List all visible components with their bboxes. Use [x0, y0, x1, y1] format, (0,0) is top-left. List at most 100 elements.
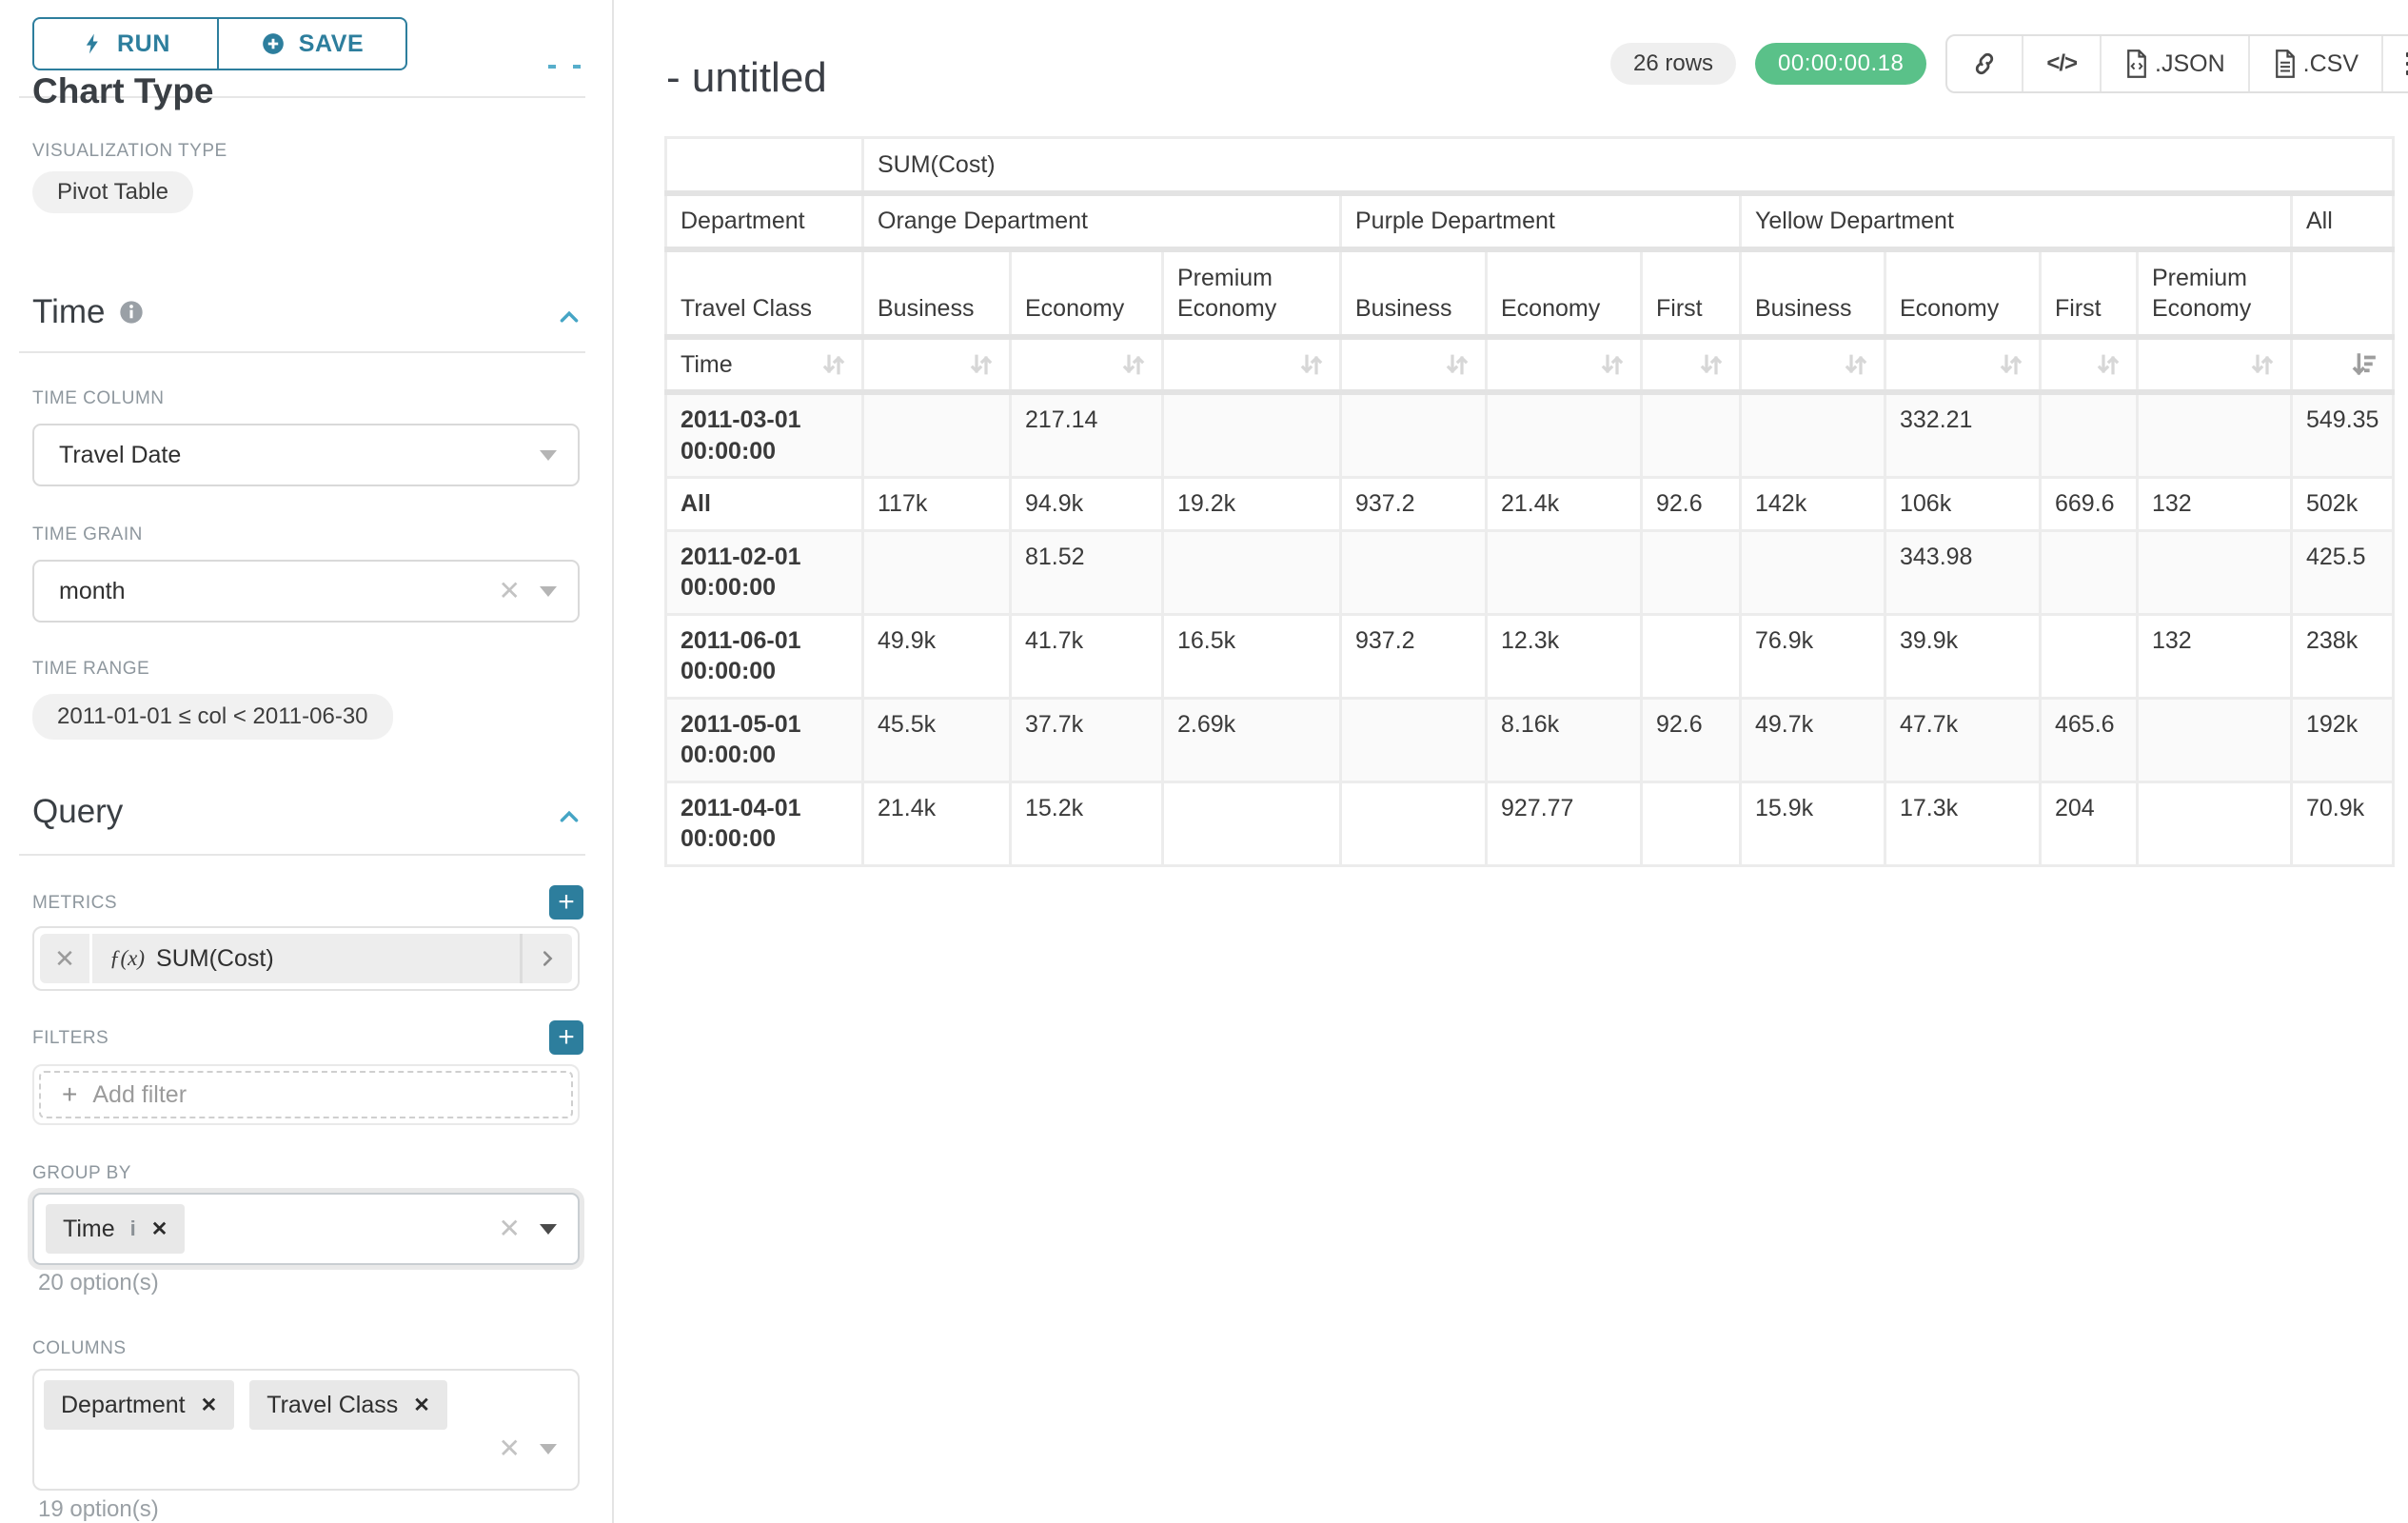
clear-icon[interactable]: ✕ [499, 1216, 521, 1242]
collapse-section-icon[interactable] [557, 804, 582, 829]
value-cell: 8.16k [1487, 698, 1642, 781]
value-cell [2138, 698, 2292, 781]
metric-pill[interactable]: ✕ ƒ(x) SUM(Cost) [40, 934, 572, 983]
sort-icon [2094, 350, 2122, 379]
clear-icon[interactable]: ✕ [499, 578, 521, 604]
expand-metric-icon[interactable] [520, 934, 572, 983]
value-cell: 132 [2138, 478, 2292, 531]
value-cell: 21.4k [863, 781, 1011, 865]
sort-header[interactable] [1341, 337, 1487, 393]
time-column-select[interactable]: Travel Date [32, 424, 580, 486]
clear-icon[interactable]: ✕ [499, 1435, 521, 1462]
value-cell [1163, 530, 1341, 614]
plus-icon: + [62, 1081, 77, 1108]
value-cell: 16.5k [1163, 614, 1341, 698]
group-by-label: GROUP BY [32, 1163, 131, 1184]
column-group-header: Purple Department [1341, 193, 1741, 249]
export-json-button[interactable]: .JSON [2100, 36, 2248, 91]
sort-header-time[interactable]: Time [666, 337, 863, 393]
sort-header[interactable] [1487, 337, 1642, 393]
dimension-tag[interactable]: Timei✕ [46, 1204, 185, 1254]
time-grain-label: TIME GRAIN [32, 524, 143, 545]
row-label: 2011-05-01 00:00:00 [666, 698, 863, 781]
metric-name: SUM(Cost) [156, 945, 274, 973]
chart-title[interactable]: - untitled [666, 54, 827, 102]
dimension-tag[interactable]: Department✕ [44, 1380, 234, 1430]
run-button-label: RUN [117, 30, 170, 58]
corner-cell [666, 138, 863, 193]
remove-tag-icon[interactable]: ✕ [151, 1217, 168, 1241]
remove-tag-icon[interactable]: ✕ [201, 1394, 218, 1417]
add-filter-plus-button[interactable]: + [549, 1020, 583, 1055]
value-cell [2041, 392, 2138, 478]
sort-desc-icon [2350, 350, 2378, 379]
value-cell: 937.2 [1341, 478, 1487, 531]
column-header: Premium Economy [1163, 249, 1341, 337]
column-group-header: Orange Department [863, 193, 1341, 249]
code-icon: </> [2046, 50, 2077, 77]
value-cell: 117k [863, 478, 1011, 531]
visualization-type-value[interactable]: Pivot Table [32, 171, 193, 213]
row-label: 2011-04-01 00:00:00 [666, 781, 863, 865]
time-grain-select[interactable]: month ✕ [32, 560, 580, 623]
time-range-value[interactable]: 2011-01-01 ≤ col < 2011-06-30 [32, 694, 393, 740]
columns-select[interactable]: Department✕ Travel Class✕ ✕ [32, 1369, 580, 1491]
collapse-section-icon[interactable] [557, 305, 582, 329]
value-cell: 17.3k [1885, 781, 2041, 865]
value-cell: 45.5k [863, 698, 1011, 781]
column-group-header: All [2292, 193, 2394, 249]
info-icon[interactable] [118, 299, 145, 326]
sort-header[interactable] [1163, 337, 1341, 393]
remove-tag-icon[interactable]: ✕ [413, 1394, 430, 1417]
sort-header[interactable] [1011, 337, 1163, 393]
sort-header[interactable] [2292, 337, 2394, 393]
value-cell [1487, 530, 1642, 614]
sort-header[interactable] [1642, 337, 1741, 393]
control-panel: Chart Type RUN SAVE VISUALIZATION TYPE P… [0, 0, 614, 1523]
header-actions: 26 rows 00:00:00.18 </> .JSON .CSV [1610, 34, 2408, 93]
sort-icon [1443, 350, 1471, 379]
value-cell: 927.77 [1487, 781, 1642, 865]
info-icon[interactable]: i [130, 1216, 136, 1241]
export-csv-button[interactable]: .CSV [2248, 36, 2381, 91]
value-cell [2138, 781, 2292, 865]
value-cell: 669.6 [2041, 478, 2138, 531]
value-cell [1341, 530, 1487, 614]
metrics-control: ✕ ƒ(x) SUM(Cost) [32, 926, 580, 991]
sort-icon [819, 350, 848, 379]
dimension-tag[interactable]: Travel Class✕ [249, 1380, 447, 1430]
run-button[interactable]: RUN [32, 17, 219, 70]
chevron-down-icon [540, 1444, 557, 1454]
column-group-header: Yellow Department [1741, 193, 2292, 249]
sort-header[interactable] [2041, 337, 2138, 393]
value-cell: 502k [2292, 478, 2394, 531]
share-link-button[interactable] [1947, 36, 2022, 91]
add-filter-label: Add filter [92, 1081, 187, 1109]
sub-dimension-header: Travel Class [666, 249, 863, 337]
row-dimension-header: Department [666, 193, 863, 249]
add-metric-button[interactable]: + [549, 885, 583, 920]
sort-header[interactable] [863, 337, 1011, 393]
value-cell [2041, 614, 2138, 698]
value-cell: 19.2k [1163, 478, 1341, 531]
sort-header[interactable] [1741, 337, 1885, 393]
table-row: 2011-02-01 00:00:0081.52343.98425.5 [666, 530, 2394, 614]
metric-header: SUM(Cost) [863, 138, 2394, 193]
function-icon: ƒ(x) [109, 946, 145, 971]
group-by-select[interactable]: Timei✕ ✕ [32, 1193, 580, 1265]
save-button[interactable]: SAVE [219, 17, 407, 70]
table-row: 2011-05-01 00:00:0045.5k37.7k2.69k8.16k9… [666, 698, 2394, 781]
remove-metric-icon[interactable]: ✕ [40, 934, 92, 983]
divider [19, 854, 585, 856]
sort-header[interactable] [1885, 337, 2041, 393]
metrics-label: METRICS [32, 893, 117, 914]
pivot-table: SUM(Cost)DepartmentOrange DepartmentPurp… [664, 136, 2395, 867]
view-query-button[interactable]: </> [2022, 36, 2100, 91]
add-filter-button[interactable]: + Add filter [39, 1071, 573, 1118]
value-cell: 12.3k [1487, 614, 1642, 698]
value-cell [1341, 698, 1487, 781]
sort-header[interactable] [2138, 337, 2292, 393]
more-options-button[interactable] [2381, 36, 2408, 91]
value-cell: 47.7k [1885, 698, 2041, 781]
chart-type-heading: Chart Type [32, 71, 214, 111]
